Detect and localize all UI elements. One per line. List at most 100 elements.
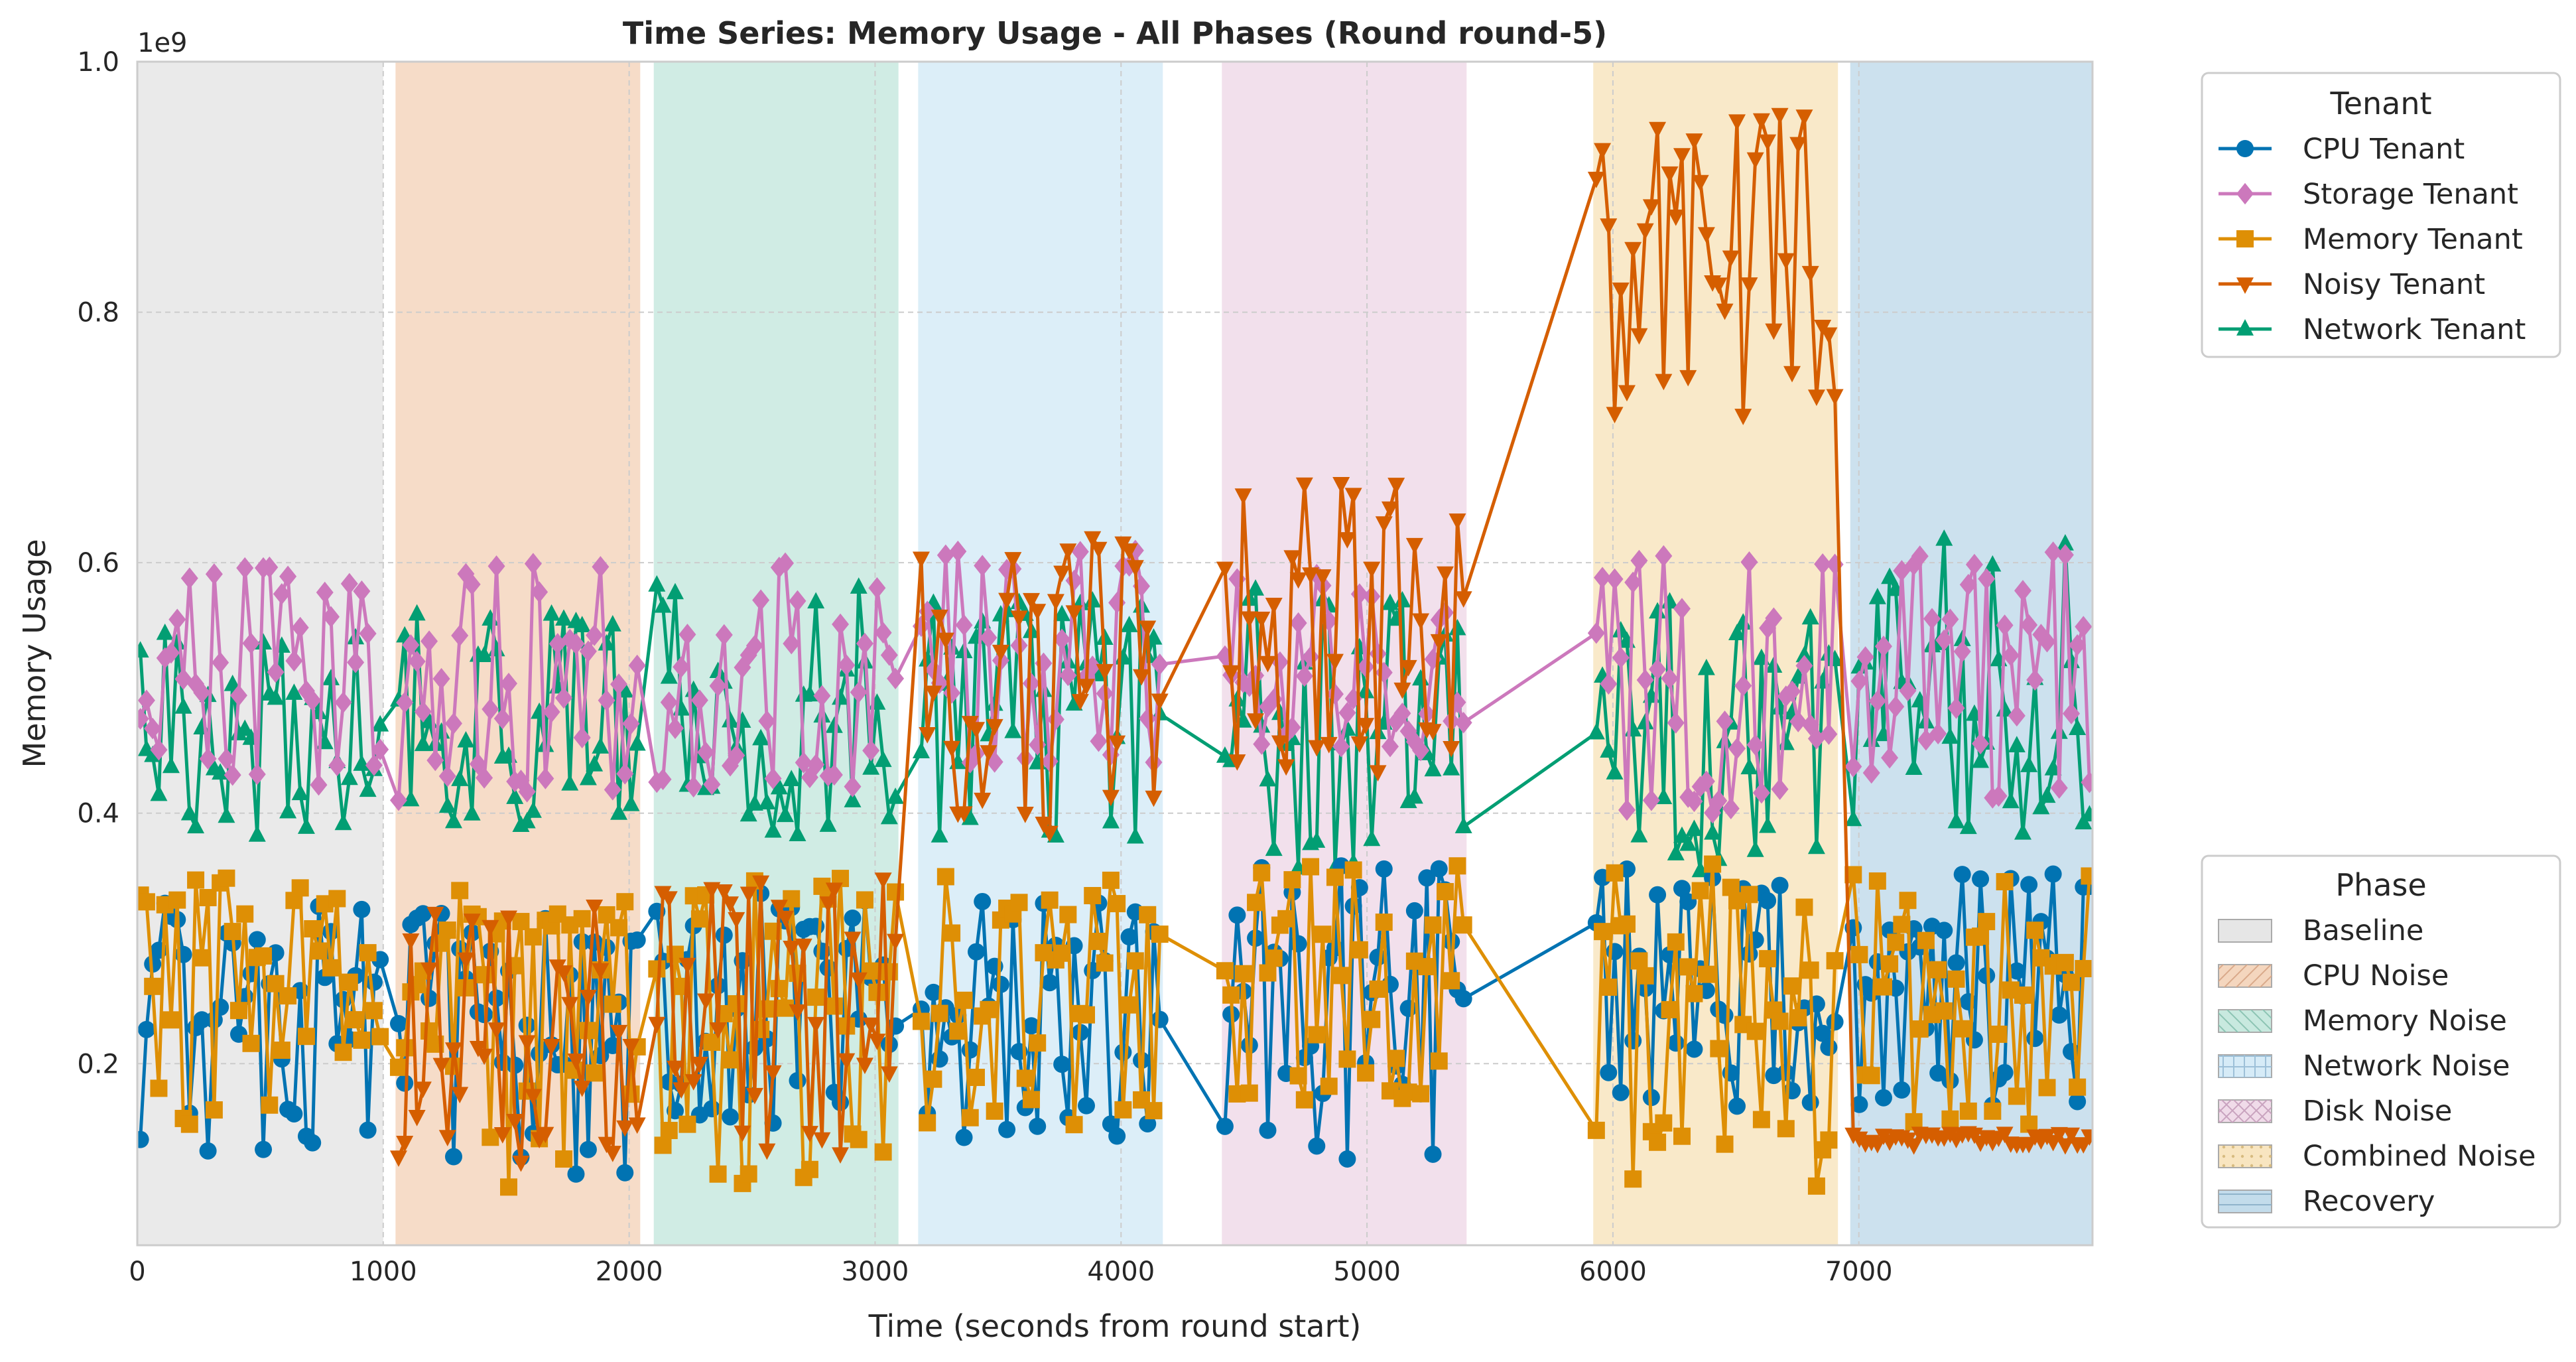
y-tick-label-2: 0.6 (77, 548, 119, 579)
phase-legend-swatch-0 (2218, 919, 2272, 943)
series-1-point-49 (444, 713, 462, 734)
series-1-point-249 (1899, 679, 1917, 702)
series-4-point-102 (783, 770, 801, 787)
series-1-point-13 (212, 651, 229, 673)
series-3-point-47 (690, 1056, 708, 1073)
series-2-point-85 (678, 1115, 696, 1133)
series-2-point-278 (2075, 960, 2093, 978)
series-1-point-37 (359, 622, 377, 645)
series-2-point-214 (1673, 1127, 1691, 1145)
series-2-point-95 (740, 1165, 757, 1183)
series-4-point-20 (255, 633, 273, 650)
series-1-point-146 (1071, 541, 1089, 563)
series-2-point-29 (310, 942, 328, 960)
series-3-point-132 (1289, 572, 1307, 589)
series-1-point-54 (476, 767, 493, 789)
series-4-point-37 (359, 780, 377, 797)
series-1-point-58 (500, 672, 518, 695)
series-1-point-22 (267, 661, 285, 683)
series-3-point-67 (813, 1132, 831, 1149)
phase-legend-label-3: Network Noise (2303, 1050, 2510, 1083)
series-2-point-201 (1594, 923, 1612, 941)
series-1-point-130 (974, 555, 992, 577)
series-0-point-202 (1600, 1063, 1618, 1081)
series-1-point-243 (1862, 762, 1880, 784)
series-2-point-270 (2026, 921, 2044, 939)
series-3-point-174 (1673, 148, 1691, 165)
series-0-point-134 (998, 1121, 1016, 1138)
series-3-point-65 (801, 1126, 818, 1142)
series-0-point-210 (1649, 886, 1667, 904)
series-4-point-175 (1308, 831, 1326, 848)
series-2-point-244 (1868, 872, 1886, 890)
series-3-point-66 (807, 1016, 825, 1034)
series-4-point-25 (285, 683, 303, 700)
series-1-point-269 (2020, 614, 2038, 636)
series-2-point-157 (1139, 906, 1157, 923)
series-3-point-10 (451, 1087, 469, 1104)
series-2-point-216 (1685, 985, 1703, 1002)
series-2-point-261 (1972, 927, 1990, 945)
series-3-point-42 (660, 891, 678, 908)
series-3-point-39 (628, 1117, 646, 1134)
series-3-point-63 (789, 1004, 806, 1021)
series-0-point-277 (2069, 1093, 2087, 1111)
series-3-point-145 (1369, 765, 1387, 782)
series-3-point-68 (819, 896, 837, 914)
series-4-point-9 (187, 817, 205, 834)
series-1-point-255 (1935, 629, 1953, 651)
series-1-point-251 (1911, 545, 1929, 567)
series-3-point-8 (438, 1130, 456, 1147)
series-3-point-92 (986, 718, 1003, 736)
series-1-point-39 (371, 738, 389, 760)
series-1-point-71 (579, 640, 597, 662)
series-3-point-198 (1820, 327, 1838, 344)
series-3-point-60 (770, 900, 788, 916)
series-2-point-50 (451, 882, 469, 900)
series-3-point-95 (1004, 552, 1022, 569)
series-4-point-112 (844, 791, 862, 807)
series-1-point-103 (789, 590, 806, 612)
series-3-point-150 (1399, 659, 1417, 677)
series-3-point-196 (1807, 389, 1825, 406)
series-2-point-117 (874, 1143, 892, 1161)
series-0-point-241 (1850, 1095, 1868, 1113)
series-4-point-235 (1801, 608, 1819, 625)
series-2-point-212 (1661, 1000, 1679, 1018)
series-4-point-228 (1759, 816, 1777, 833)
series-3-point-162 (1600, 218, 1618, 235)
series-3-point-186 (1746, 152, 1764, 169)
series-4-point-225 (1740, 758, 1758, 775)
series-3-point-24 (537, 1126, 554, 1144)
series-2-point-76 (610, 919, 628, 937)
series-2-point-78 (622, 1085, 640, 1103)
series-3-point-82 (925, 685, 942, 703)
series-2-point-184 (1363, 1010, 1381, 1028)
series-3-point-49 (703, 882, 721, 899)
series-4-point-42 (402, 789, 420, 807)
series-2-point-145 (1065, 1116, 1083, 1134)
series-2-point-163 (1234, 965, 1252, 983)
series-1-point-266 (2002, 644, 2020, 667)
series-1-point-226 (1746, 734, 1764, 756)
series-2-point-15 (224, 923, 241, 941)
series-4-point-95 (740, 805, 757, 822)
series-4-point-168 (1265, 839, 1283, 856)
series-0-point-191 (1405, 902, 1423, 919)
series-2-point-122 (925, 1070, 942, 1088)
series-3-point-225 (1996, 1126, 2014, 1144)
series-3-point-120 (1216, 561, 1234, 579)
series-2-point-192 (1412, 1085, 1430, 1103)
series-2-point-124 (936, 868, 954, 886)
series-3-point-111 (1102, 789, 1120, 807)
series-1-point-265 (1996, 614, 2014, 636)
series-1-point-118 (880, 644, 898, 666)
series-3-point-193 (1789, 137, 1807, 154)
series-4-point-151 (1102, 811, 1120, 829)
series-1-point-212 (1661, 667, 1679, 689)
series-3-point-130 (1277, 759, 1295, 776)
series-1-point-244 (1868, 690, 1886, 713)
series-1-point-187 (1381, 735, 1399, 758)
series-3-point-146 (1375, 516, 1393, 533)
series-3-point-16 (487, 1022, 505, 1039)
